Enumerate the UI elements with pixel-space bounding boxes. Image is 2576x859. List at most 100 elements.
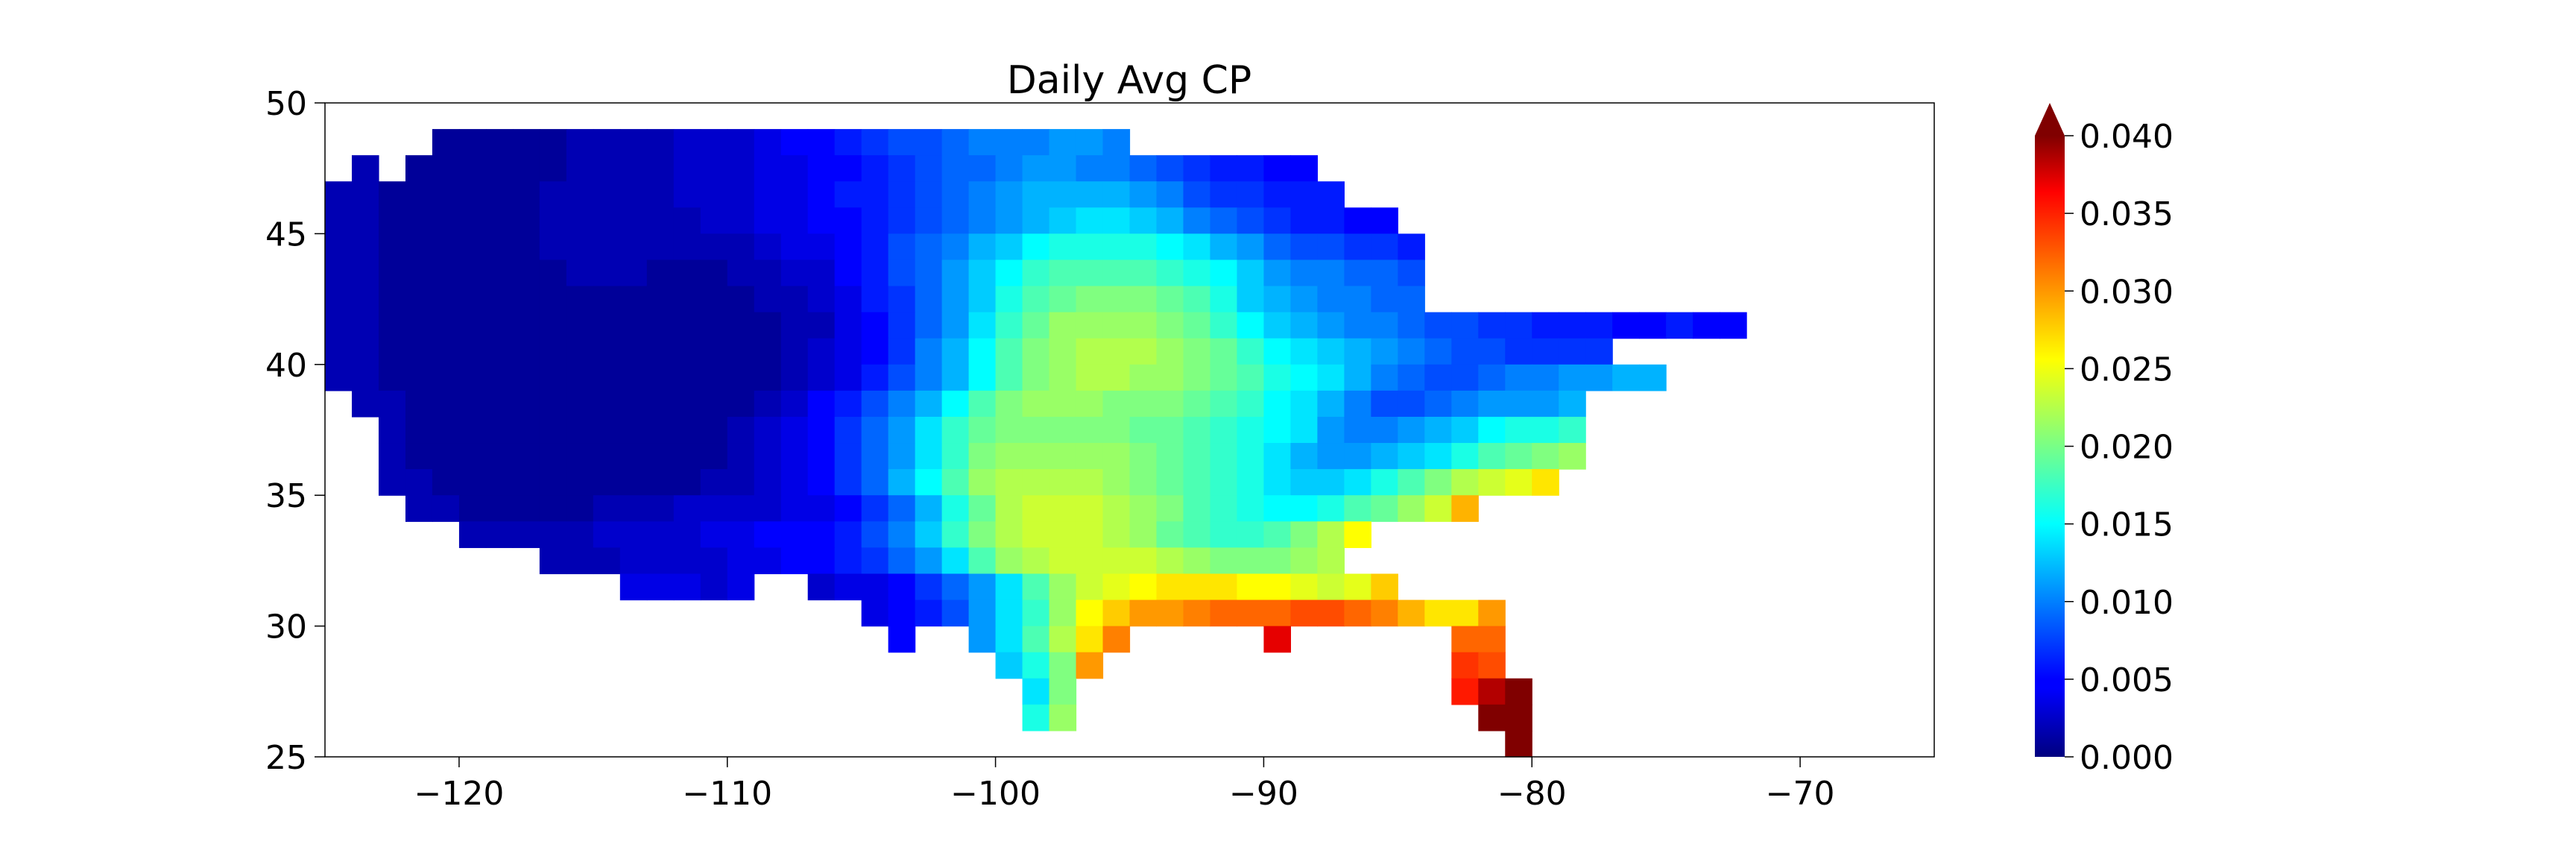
heatmap-cell [1559,443,1586,470]
heatmap-cell [1371,207,1398,234]
heatmap-cell [727,547,755,575]
heatmap-cell [1183,469,1211,496]
heatmap-cell [1129,259,1158,287]
heatmap-cell [325,364,353,391]
heatmap-cell [566,390,594,418]
heatmap-cell [1451,626,1479,653]
colorbar-tick-label: 0.025 [2080,350,2174,388]
heatmap-cell [1237,338,1265,365]
heatmap-cell [807,416,836,444]
heatmap-cell [458,207,487,234]
heatmap-cell [754,521,782,548]
heatmap-cell [432,207,460,234]
heatmap-cell [834,521,862,548]
heatmap-cell [1451,678,1479,705]
heatmap-cell [1102,233,1131,261]
heatmap-cell [1344,521,1371,548]
heatmap-cell [458,390,487,418]
heatmap-cell [432,259,460,287]
heatmap-cell [566,155,594,182]
heatmap-cell [1612,364,1640,391]
heatmap-cell [1478,704,1506,731]
heatmap-cell [727,416,755,444]
heatmap-cell [1263,181,1291,208]
heatmap-cell [1183,573,1211,601]
heatmap-cell [1076,129,1104,156]
heatmap-cell [673,155,701,182]
heatmap-cell [1129,600,1158,627]
heatmap-cell [673,129,701,156]
heatmap-cell [888,495,916,522]
heatmap-cell [378,259,406,287]
heatmap-cell [1237,547,1265,575]
heatmap-cell [1263,312,1291,339]
heatmap-cell [1210,443,1238,470]
heatmap-cell [1290,443,1318,470]
heatmap-cell [1237,312,1265,339]
heatmap-cell [1102,286,1131,313]
heatmap-cell [1290,286,1318,313]
heatmap-cell [888,286,916,313]
heatmap-cell [1505,312,1532,339]
heatmap-cell [1129,155,1158,182]
heatmap-cell [1076,521,1104,548]
heatmap-cell [1451,469,1479,496]
heatmap-cell [1183,338,1211,365]
heatmap-cell [1290,259,1318,287]
heatmap-cell [1478,626,1506,653]
heatmap-cell [539,129,567,156]
heatmap-cell [1210,207,1238,234]
heatmap-cell [1022,233,1050,261]
heatmap-cell [807,364,836,391]
heatmap-cell [1022,416,1050,444]
heatmap-cell [378,312,406,339]
heatmap-cell [861,390,889,418]
heatmap-cell [405,286,433,313]
heatmap-cell [700,443,728,470]
heatmap-cell [968,573,997,601]
heatmap-cell [700,181,728,208]
heatmap-cell [1156,495,1184,522]
heatmap-cell [780,390,809,418]
heatmap-cell [485,338,514,365]
heatmap-cell [941,155,970,182]
y-tick-label: 50 [265,85,307,123]
heatmap-cell [1049,207,1077,234]
heatmap-cell [1317,286,1345,313]
heatmap-cell [405,181,433,208]
heatmap-cell [995,416,1023,444]
heatmap-cell [1076,547,1104,575]
x-tick-label: −110 [682,775,772,813]
heatmap-cell [995,469,1023,496]
heatmap-cell [1290,495,1318,522]
heatmap-cell [1049,181,1077,208]
heatmap-cell [646,469,675,496]
heatmap-cell [1371,286,1398,313]
heatmap-cell [807,207,836,234]
heatmap-cell [512,416,540,444]
heatmap-cell [1263,469,1291,496]
heatmap-cell [1424,416,1452,444]
heatmap-cell [1585,364,1613,391]
heatmap-cell [1317,390,1345,418]
heatmap-cell [1022,678,1050,705]
heatmap-cell [1156,286,1184,313]
heatmap-cell [1210,181,1238,208]
heatmap-cell [780,129,809,156]
heatmap-cell [485,155,514,182]
y-tick-label: 25 [265,739,307,777]
heatmap-cell [485,312,514,339]
heatmap-cell [968,364,997,391]
heatmap-cell [1371,259,1398,287]
heatmap-cell [968,207,997,234]
heatmap-cell [1451,312,1479,339]
heatmap-cell [593,469,621,496]
heatmap-cell [1478,338,1506,365]
heatmap-cell [405,390,433,418]
heatmap-cell [1317,233,1345,261]
heatmap-cell [941,390,970,418]
colorbar-tick-label: 0.035 [2080,195,2174,233]
heatmap-cell [700,390,728,418]
heatmap-cell [593,443,621,470]
heatmap-cell [915,259,943,287]
